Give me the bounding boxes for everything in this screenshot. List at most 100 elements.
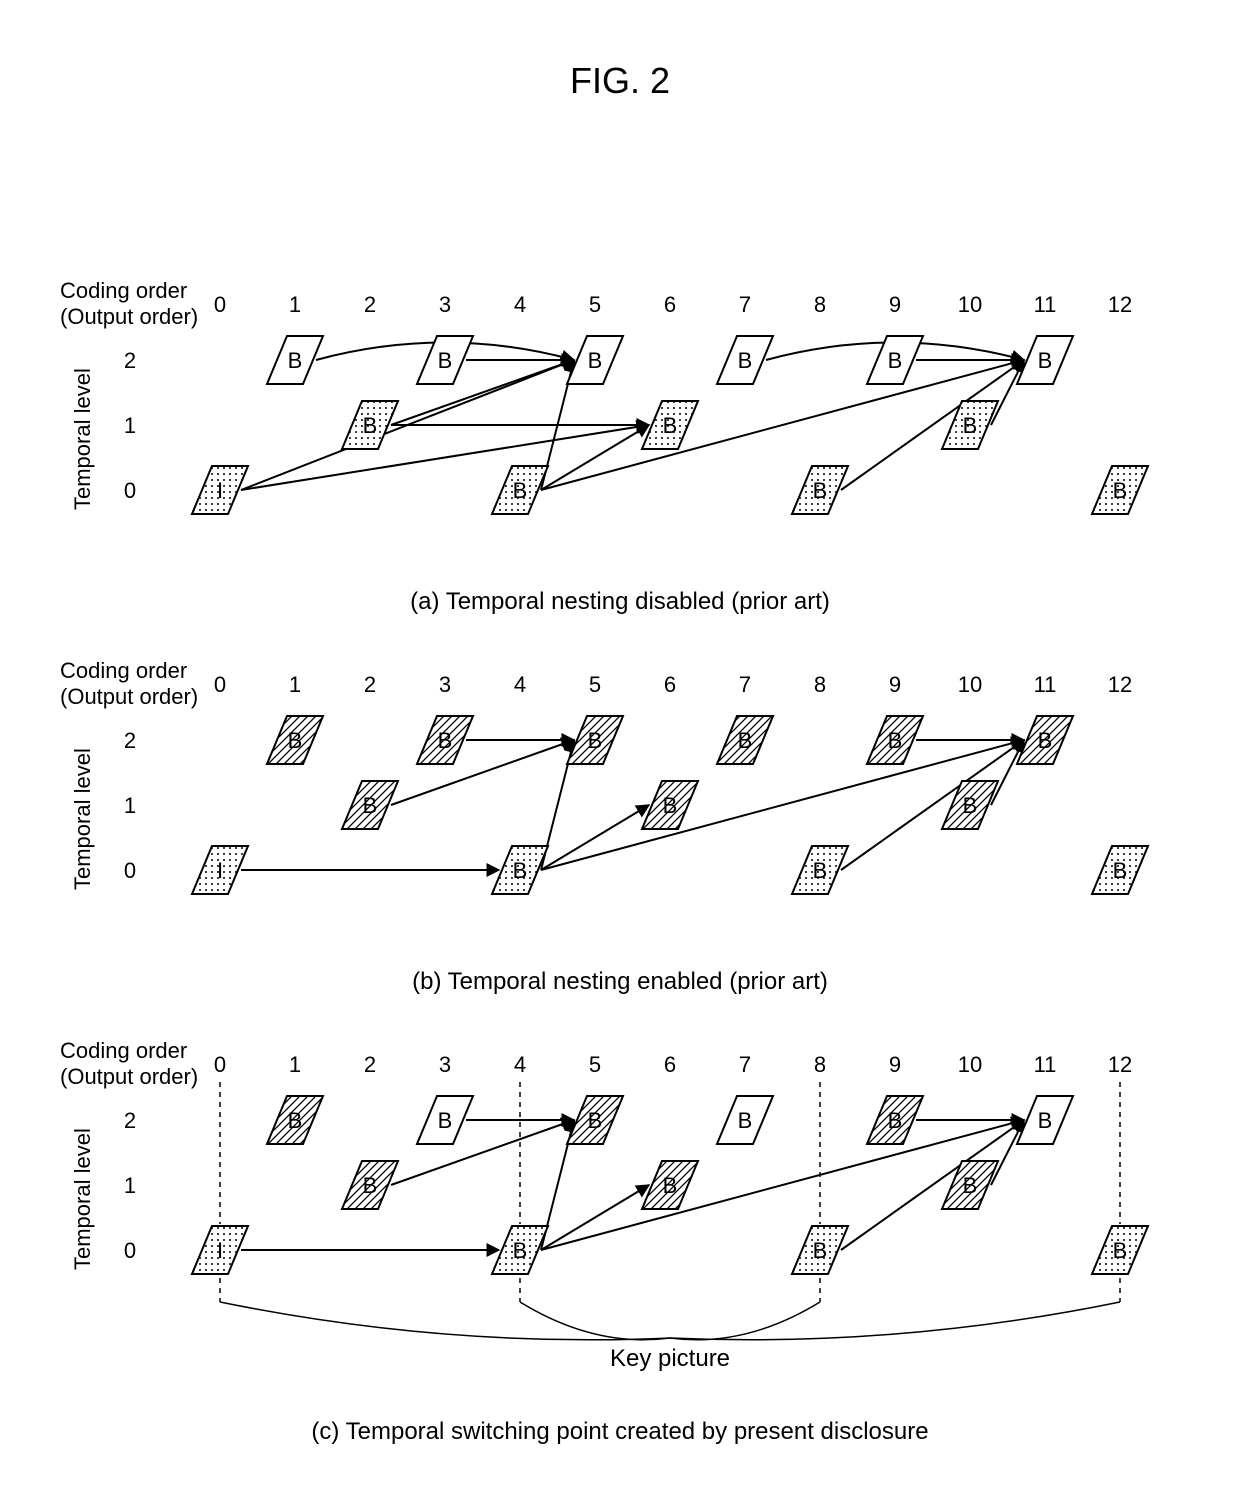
left-axis-label: Temporal level	[70, 1128, 95, 1270]
order-value: 1	[289, 292, 301, 317]
level-value: 2	[124, 728, 136, 753]
frame-box: B	[492, 846, 548, 894]
svg-text:B: B	[438, 1108, 453, 1133]
svg-text:B: B	[288, 1108, 303, 1133]
svg-text:B: B	[513, 478, 528, 503]
svg-text:B: B	[963, 413, 978, 438]
order-value: 1	[289, 1052, 301, 1077]
frame-box: B	[642, 1161, 698, 1209]
frame-box: B	[942, 781, 998, 829]
order-value: 12	[1108, 1052, 1132, 1077]
frame-box: B	[492, 1226, 548, 1274]
level-value: 2	[124, 348, 136, 373]
frame-box: I	[192, 1226, 248, 1274]
figure-title: FIG. 2	[570, 60, 670, 102]
svg-text:B: B	[363, 793, 378, 818]
level-value: 2	[124, 1108, 136, 1133]
svg-text:B: B	[663, 793, 678, 818]
order-value: 10	[958, 1052, 982, 1077]
frame-box: B	[942, 401, 998, 449]
axis-top-label-1: Coding order	[60, 280, 187, 303]
caption-c: (c) Temporal switching point created by …	[60, 1418, 1180, 1446]
frame-box: B	[342, 1161, 398, 1209]
svg-text:B: B	[738, 728, 753, 753]
order-value: 2	[364, 292, 376, 317]
frame-box: I	[192, 466, 248, 514]
level-value: 0	[124, 478, 136, 503]
key-picture-label: Key picture	[610, 1345, 730, 1372]
dependency-arrow	[541, 1185, 649, 1250]
order-value: 2	[364, 672, 376, 697]
svg-text:B: B	[588, 1108, 603, 1133]
svg-text:B: B	[588, 728, 603, 753]
order-value: 11	[1034, 1052, 1057, 1077]
frame-box: B	[1017, 716, 1073, 764]
svg-text:B: B	[1038, 348, 1053, 373]
frame-box: B	[267, 336, 323, 384]
dependency-arrow	[391, 740, 574, 805]
svg-text:B: B	[663, 1173, 678, 1198]
order-value: 0	[214, 672, 226, 697]
order-value: 3	[439, 292, 451, 317]
svg-text:B: B	[888, 728, 903, 753]
left-axis-label: Temporal level	[70, 368, 95, 510]
level-value: 1	[124, 1173, 136, 1198]
key-connector	[520, 1302, 670, 1340]
frame-box: B	[942, 1161, 998, 1209]
frame-box: B	[867, 1096, 923, 1144]
frame-box: B	[267, 1096, 323, 1144]
axis-top-label-2: (Output order)	[60, 684, 198, 709]
svg-text:B: B	[1038, 1108, 1053, 1133]
order-value: 5	[589, 672, 601, 697]
svg-text:I: I	[217, 858, 223, 883]
svg-text:B: B	[438, 728, 453, 753]
order-value: 4	[514, 1052, 526, 1077]
order-value: 10	[958, 292, 982, 317]
frame-box: B	[717, 716, 773, 764]
order-value: 9	[889, 672, 901, 697]
svg-text:B: B	[813, 478, 828, 503]
order-value: 4	[514, 292, 526, 317]
level-value: 0	[124, 1238, 136, 1263]
svg-text:B: B	[888, 1108, 903, 1133]
svg-text:I: I	[217, 1238, 223, 1263]
order-value: 3	[439, 1052, 451, 1077]
frame-box: I	[192, 846, 248, 894]
order-value: 8	[814, 292, 826, 317]
svg-text:B: B	[738, 1108, 753, 1133]
svg-text:B: B	[288, 728, 303, 753]
order-value: 0	[214, 1052, 226, 1077]
order-value: 12	[1108, 672, 1132, 697]
order-value: 2	[364, 1052, 376, 1077]
order-value: 11	[1034, 672, 1057, 697]
key-connector	[670, 1302, 820, 1340]
frame-box: B	[417, 716, 473, 764]
svg-text:B: B	[363, 1173, 378, 1198]
svg-text:B: B	[588, 348, 603, 373]
svg-text:B: B	[813, 1238, 828, 1263]
svg-text:B: B	[1038, 728, 1053, 753]
svg-text:B: B	[513, 1238, 528, 1263]
order-value: 8	[814, 672, 826, 697]
frame-box: B	[1017, 336, 1073, 384]
order-value: 6	[664, 292, 676, 317]
frame-box: B	[342, 781, 398, 829]
frame-box: B	[867, 716, 923, 764]
frame-box: B	[567, 336, 623, 384]
order-value: 10	[958, 672, 982, 697]
order-value: 9	[889, 292, 901, 317]
order-value: 9	[889, 1052, 901, 1077]
caption-b: (b) Temporal nesting enabled (prior art)	[60, 968, 1180, 996]
frame-box: B	[792, 1226, 848, 1274]
order-value: 0	[214, 292, 226, 317]
order-value: 7	[739, 1052, 751, 1077]
svg-text:B: B	[813, 858, 828, 883]
panel-c: Coding order(Output order)01234567891011…	[60, 1040, 1180, 1446]
order-value: 4	[514, 672, 526, 697]
frame-box: B	[717, 1096, 773, 1144]
svg-text:B: B	[288, 348, 303, 373]
svg-text:B: B	[1113, 858, 1128, 883]
level-value: 1	[124, 413, 136, 438]
frame-box: B	[1092, 846, 1148, 894]
dependency-arrow	[541, 805, 649, 870]
